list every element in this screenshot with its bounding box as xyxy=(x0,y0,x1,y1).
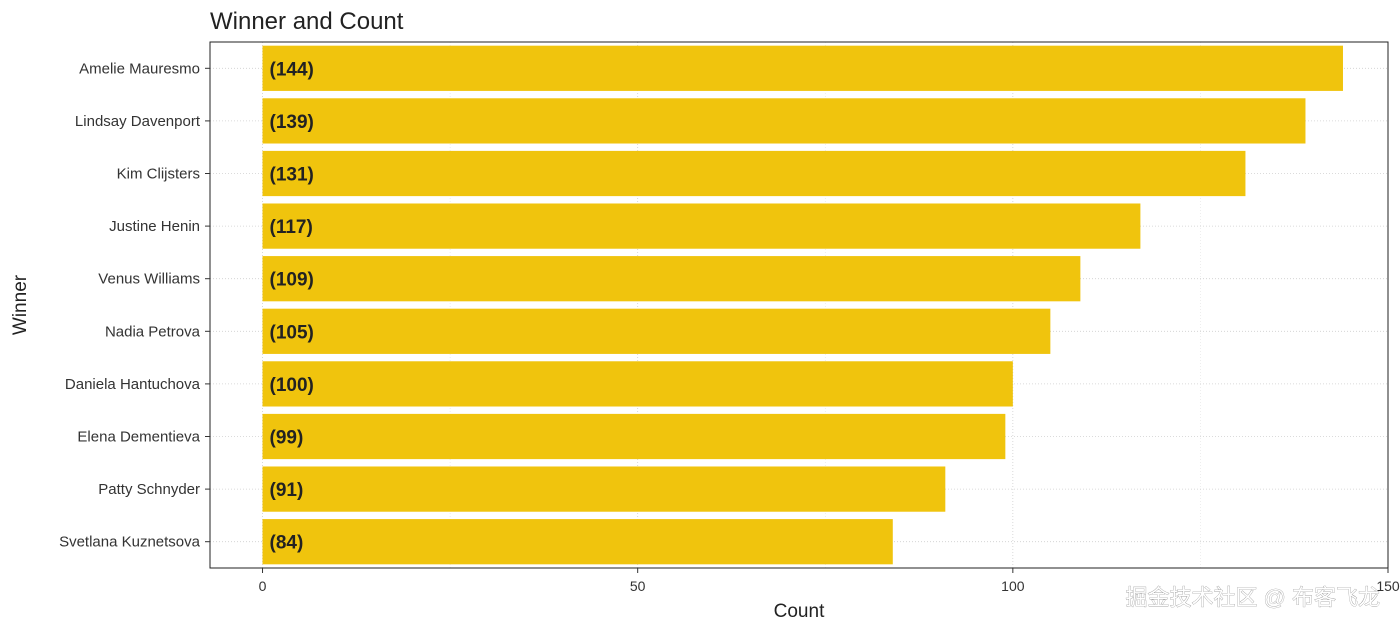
bar-data-label: (105) xyxy=(270,322,314,343)
bar xyxy=(262,308,1051,354)
bar-data-label: (139) xyxy=(270,112,314,133)
plot-panel-border xyxy=(209,41,1389,569)
bar-data-label: (100) xyxy=(270,375,314,396)
bar-data-label: (99) xyxy=(270,428,304,449)
category-label: Venus Williams xyxy=(98,271,200,288)
bar-data-label: (84) xyxy=(270,533,304,554)
bar xyxy=(262,519,893,565)
chart-title: Winner and Count xyxy=(210,8,404,35)
x-tick-label: 0 xyxy=(259,578,267,594)
watermark-text: 掘金技术社区 @ 布客飞龙 xyxy=(1125,585,1380,610)
bar-data-label: (144) xyxy=(270,59,314,80)
x-axis-title: Count xyxy=(774,601,825,622)
category-label: Daniela Hantuchova xyxy=(65,376,201,393)
category-label: Lindsay Davenport xyxy=(75,113,201,130)
bar xyxy=(262,256,1081,302)
bar xyxy=(262,466,946,512)
bar xyxy=(262,45,1343,91)
x-axis: 0 50 100 150 xyxy=(259,568,1400,594)
bar xyxy=(262,361,1013,407)
y-axis: Amelie Mauresmo Lindsay Davenport Kim Clij… xyxy=(59,60,210,551)
x-tick-label: 100 xyxy=(1001,578,1025,594)
category-label: Nadia Petrova xyxy=(105,323,201,340)
bar xyxy=(262,98,1306,144)
bar xyxy=(262,203,1141,249)
category-label: Kim Clijsters xyxy=(117,166,200,183)
x-tick-label: 150 xyxy=(1376,578,1400,594)
x-tick-label: 50 xyxy=(630,578,646,594)
bar xyxy=(262,413,1006,460)
bar xyxy=(262,150,1246,197)
bar-data-label: (117) xyxy=(270,217,313,238)
category-label: Amelie Mauresmo xyxy=(79,60,200,77)
category-label: Elena Dementieva xyxy=(77,429,200,446)
bars: (144) (139) (131) (117) (109) (105) (100) (99) (… xyxy=(262,45,1343,565)
bar-data-label: (109) xyxy=(270,270,314,291)
category-label: Patty Schnyder xyxy=(98,481,200,498)
category-label: Svetlana Kuznetsova xyxy=(59,534,201,551)
bar-data-label: (131) xyxy=(270,165,314,186)
bar-data-label: (91) xyxy=(270,480,304,501)
y-axis-title: Winner xyxy=(10,274,31,335)
category-label: Justine Henin xyxy=(109,218,200,235)
